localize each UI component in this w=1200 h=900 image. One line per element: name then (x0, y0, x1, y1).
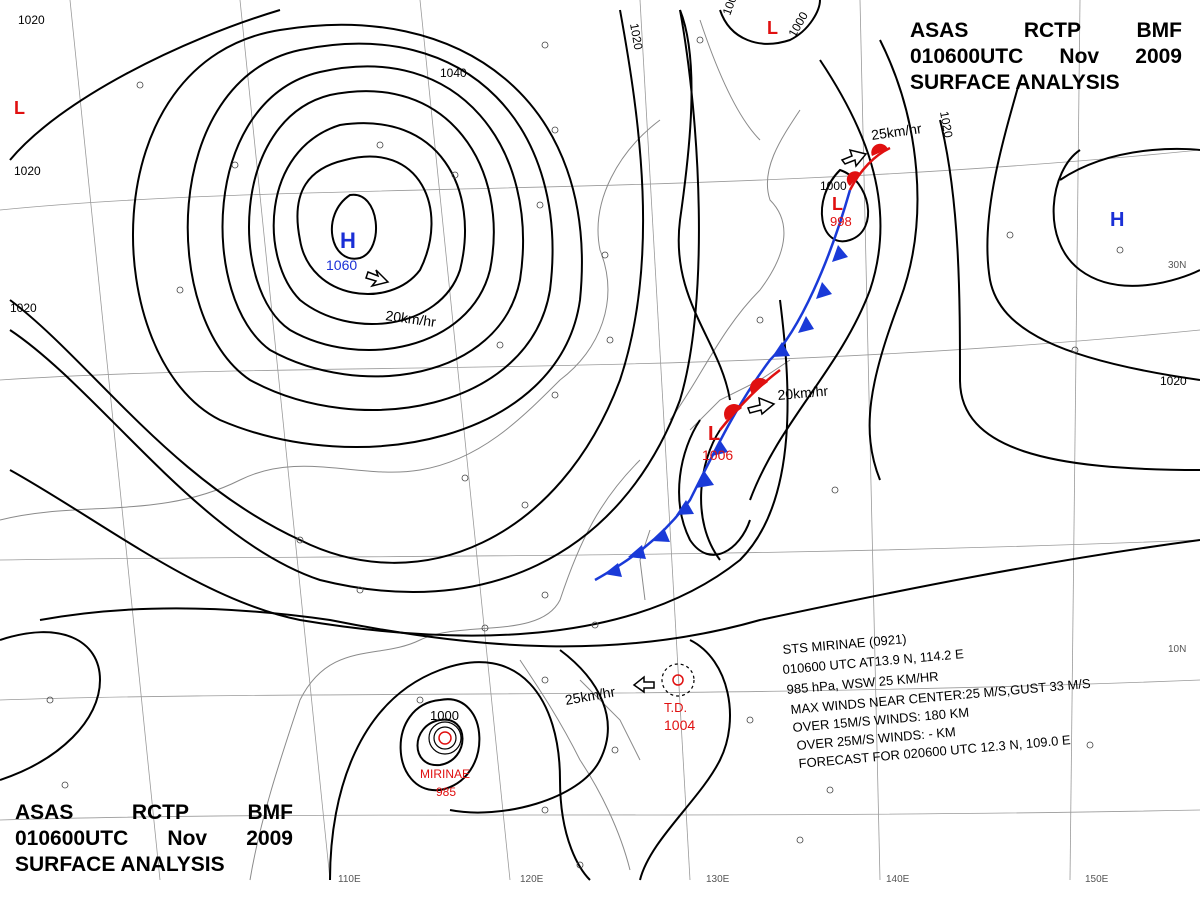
station-plots (46, 36, 1124, 869)
lon-label: 140E (886, 874, 910, 885)
motion-arrow (632, 675, 655, 694)
td-pressure: 1004 (664, 717, 695, 733)
isobar-label: 1000 (785, 9, 811, 39)
high-pressure-centers: H 1060 H (326, 209, 1124, 273)
isobars (0, 0, 1200, 881)
lon-label: 120E (520, 874, 544, 885)
title-month: Nov (167, 827, 208, 850)
title-year: 2009 (246, 827, 293, 850)
map-title-bottom: ASAS RCTP BMF 010600UTC Nov 2009 SURFACE… (15, 800, 293, 878)
graticule (0, 0, 1200, 881)
low-nw-symbol: L (14, 98, 25, 118)
typhoon-isobar-label: 1000 (430, 708, 459, 723)
isobar-label: 1000 (820, 179, 847, 193)
title-line-3: SURFACE ANALYSIS (15, 853, 225, 876)
title-time: 010600UTC (910, 45, 1024, 68)
isobar-label: 1020 (1160, 374, 1187, 388)
high-main-symbol: H (340, 228, 356, 253)
low-pressure-centers: L 998 L 1006 L L (14, 18, 852, 463)
low-ne-motion-label: 25km/hr (870, 120, 923, 143)
lon-label: 150E (1085, 874, 1109, 885)
isobar-label: 1020 (10, 301, 37, 315)
lat-label: 30N (1168, 260, 1186, 271)
title-line-2: 010600UTC Nov 2009 (15, 826, 293, 852)
cold-front-triangle (832, 245, 848, 262)
storm-info-block: STS MIRINAE (0921) 010600 UTC AT13.9 N, … (782, 612, 1132, 771)
low-ne-value: 998 (830, 214, 852, 229)
td-label: T.D. (664, 700, 687, 715)
title-line-3: SURFACE ANALYSIS (910, 71, 1120, 94)
low-japan-symbol: L (708, 423, 720, 445)
lon-label: 110E (338, 874, 361, 885)
isobar-label: 1020 (627, 22, 645, 51)
title-agency: ASAS (15, 801, 74, 824)
warm-front-bump (871, 143, 888, 156)
isobar-label: 1040 (440, 66, 467, 80)
high-east-symbol: H (1110, 209, 1124, 231)
title-time: 010600UTC (15, 827, 129, 850)
warm-front-bump (846, 171, 860, 186)
title-station: RCTP (131, 801, 190, 824)
cold-front-triangle (772, 342, 790, 357)
motion-arrow (840, 148, 868, 168)
tropical-depression: T.D. 1004 (661, 663, 695, 733)
isobar-label: 1020 (14, 164, 41, 178)
motion-arrow (746, 396, 776, 416)
low-ne-symbol: L (832, 194, 843, 214)
title-year: 2009 (1135, 45, 1182, 68)
isobar-label: 1000 (720, 0, 742, 17)
high-motion-label: 20km/hr (385, 307, 438, 330)
title-line-1: ASAS RCTP BMF (910, 18, 1182, 44)
cold-front-triangle (604, 563, 622, 577)
cold-front-triangle (798, 316, 814, 333)
coastlines (0, 19, 801, 881)
cold-front-triangle (696, 472, 714, 488)
cold-front-triangle (652, 528, 670, 542)
lon-label: 130E (706, 874, 730, 885)
typhoon-mirinae: 1000 MIRINAE 985 (420, 708, 470, 799)
warm-front (719, 143, 891, 431)
low-north-symbol: L (767, 18, 778, 38)
title-line-1: ASAS RCTP BMF (15, 800, 293, 826)
low-japan-value: 1006 (702, 447, 733, 463)
high-main-value: 1060 (326, 257, 357, 273)
title-agency: ASAS (910, 19, 969, 42)
motion-arrows (365, 148, 868, 694)
warm-front-bump (750, 378, 768, 394)
isobar-label: 1020 (937, 110, 955, 139)
map-title-top: ASAS RCTP BMF 010600UTC Nov 2009 SURFACE… (910, 18, 1182, 96)
title-station: RCTP (1023, 19, 1082, 42)
typhoon-pressure: 985 (436, 785, 456, 799)
typhoon-name: MIRINAE (420, 767, 470, 781)
lat-label: 10N (1168, 644, 1186, 655)
title-code: BMF (1136, 19, 1183, 42)
title-line-2: 010600UTC Nov 2009 (910, 44, 1182, 70)
low-japan-motion-label: 20km/hr (777, 383, 829, 403)
cold-front-triangle (676, 500, 694, 515)
cold-front-triangle (628, 545, 646, 559)
td-motion-label: 25km/hr (564, 683, 617, 708)
cold-front-triangle (816, 282, 832, 299)
motion-arrow (365, 269, 390, 288)
grid-labels: 110E 120E 130E 140E 150E 30N 10N (338, 260, 1186, 885)
cold-front-triangle (712, 440, 728, 456)
isobar-label: 1020 (18, 13, 45, 27)
warm-front-bump (724, 404, 742, 420)
title-month: Nov (1059, 45, 1100, 68)
title-code: BMF (247, 801, 294, 824)
